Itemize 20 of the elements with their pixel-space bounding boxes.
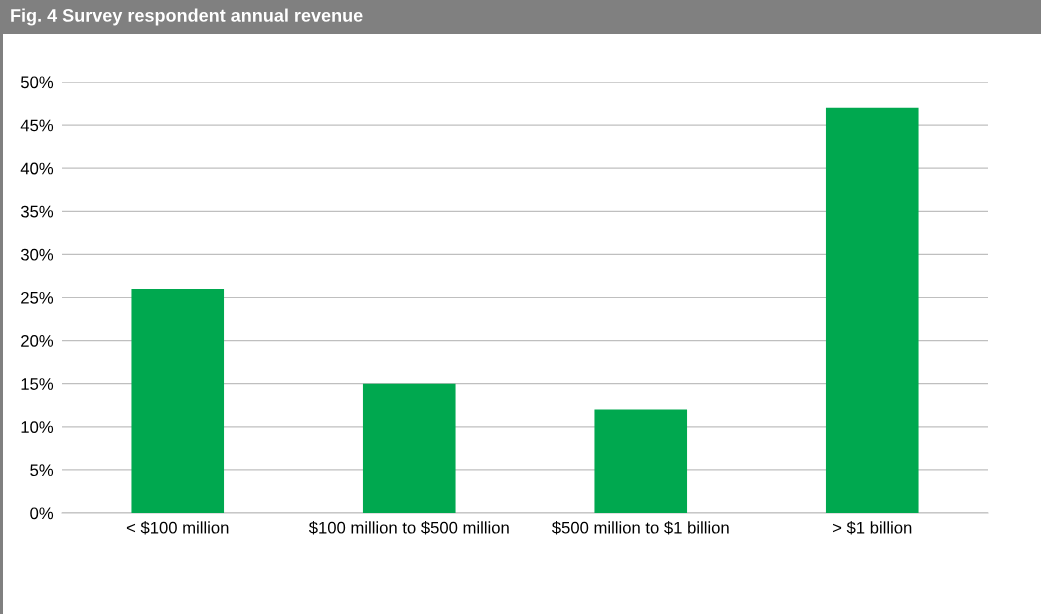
y-tick-label: 45% xyxy=(20,119,54,132)
bar xyxy=(362,383,456,513)
y-tick-label: 25% xyxy=(21,291,54,304)
chart-title: Fig. 4 Survey respondent annual revenue xyxy=(11,8,363,26)
y-tick-label: 5% xyxy=(30,464,54,477)
x-tick-label: > $1 billion xyxy=(833,521,912,535)
y-tick-label: 40% xyxy=(20,162,54,175)
bar xyxy=(131,288,225,513)
x-tick-label: < $100 million xyxy=(126,521,229,535)
y-tick-label: 0% xyxy=(30,507,54,520)
x-tick-label: $100 million to $500 million xyxy=(308,521,509,535)
bar xyxy=(594,409,688,513)
y-tick-label: 35% xyxy=(20,205,54,218)
y-tick-label: 50% xyxy=(20,76,54,89)
y-tick-label: 20% xyxy=(21,335,54,347)
y-tick-label: 10% xyxy=(21,421,54,433)
y-tick-label: 30% xyxy=(20,248,54,261)
x-tick-label: $500 million to $1 billion xyxy=(551,521,729,535)
y-tick-label: 15% xyxy=(21,378,54,390)
bar xyxy=(825,107,919,513)
